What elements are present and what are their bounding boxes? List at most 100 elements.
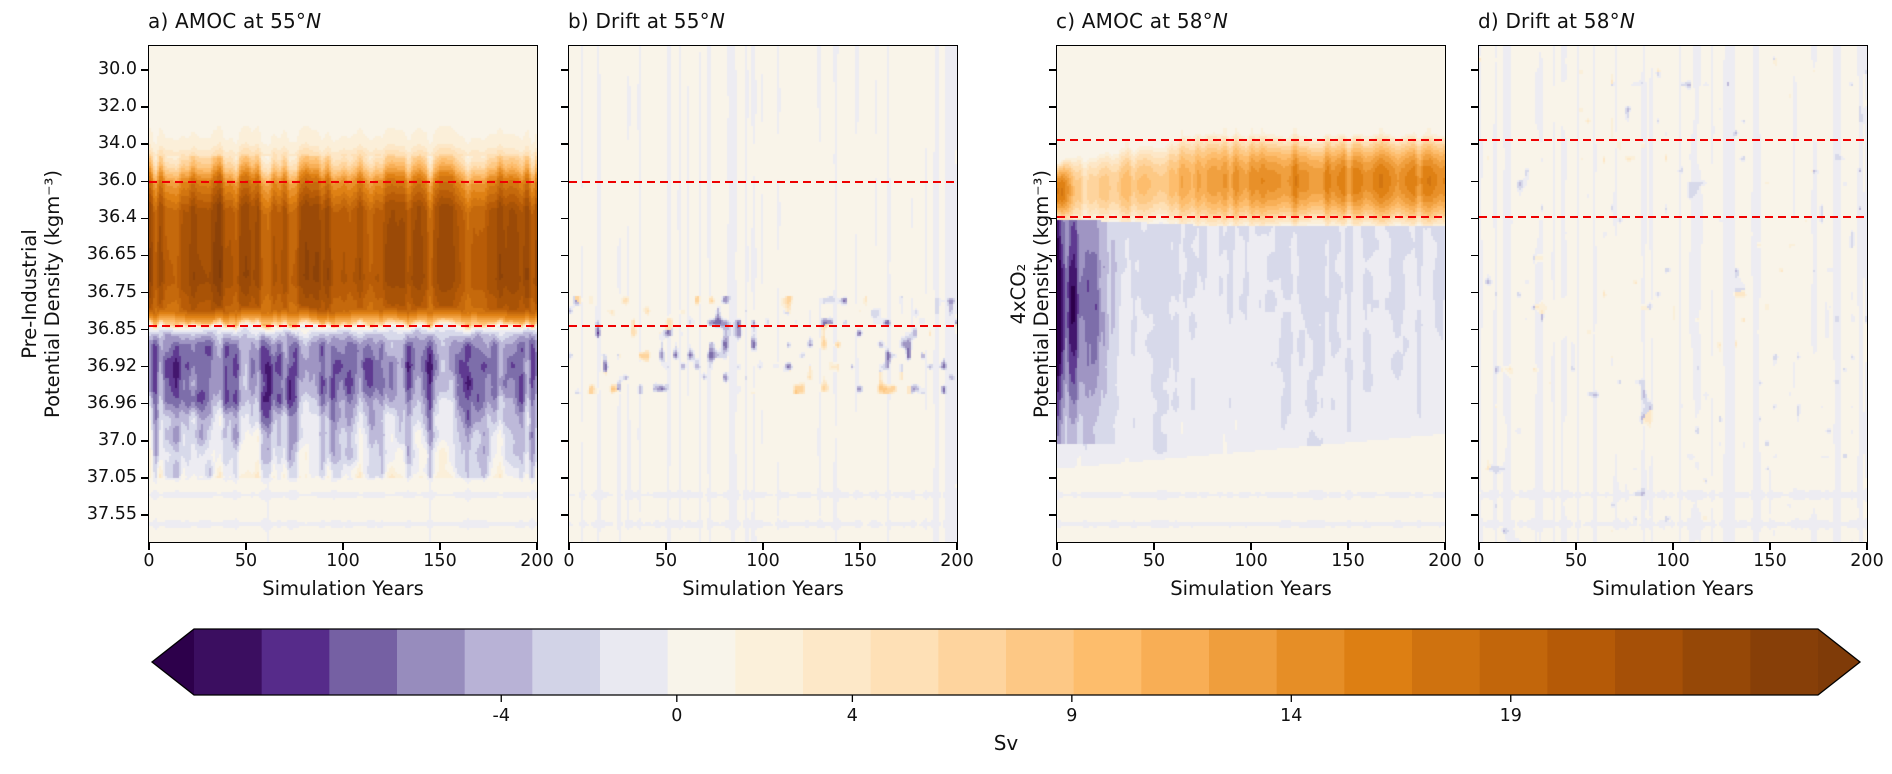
y-tick	[141, 403, 148, 405]
panel-b-drift-55n	[568, 45, 958, 543]
colorbar-label: Sv	[993, 731, 1019, 755]
y-tick-label: 37.0	[98, 429, 137, 450]
y-tick	[561, 180, 568, 182]
x-tick-label: 150	[1331, 551, 1365, 571]
y-tick	[1471, 69, 1478, 71]
y-tick	[141, 514, 148, 516]
x-tick	[1478, 543, 1480, 550]
panel-a-contour-field	[149, 46, 537, 542]
x-tick-label: 50	[1564, 551, 1588, 571]
y-tick	[561, 514, 568, 516]
colorbar-segment	[397, 629, 466, 695]
colorbar-segment	[1615, 629, 1684, 695]
y-axis-label-line: 4xCO₂	[1007, 263, 1030, 325]
x-tick	[1672, 543, 1674, 550]
y-tick	[561, 254, 568, 257]
y-tick	[1049, 440, 1056, 442]
y-tick-label: 32.0	[98, 96, 137, 116]
y-tick	[1471, 254, 1478, 257]
x-tick-label: 0	[563, 551, 575, 571]
x-tick-label: 100	[746, 551, 780, 571]
y-tick	[561, 366, 568, 368]
colorbar-segment	[1750, 629, 1819, 695]
colorbar-outline	[150, 628, 1862, 696]
x-tick-label: 50	[234, 551, 258, 571]
x-tick-label: 0	[1473, 551, 1485, 571]
y-tick-label: 36.65	[86, 244, 137, 265]
x-tick	[762, 543, 764, 550]
y-tick	[1471, 180, 1478, 182]
y-tick	[1049, 180, 1056, 182]
x-tick-label: 200	[1850, 551, 1884, 571]
x-tick-label: 0	[143, 551, 155, 571]
y-tick	[141, 366, 148, 368]
colorbar	[150, 628, 1862, 702]
y-tick	[1471, 217, 1478, 219]
y-axis-label-4xco2: 4xCO₂ Potential Density (kgm⁻³)	[1007, 170, 1053, 418]
colorbar-segment	[803, 629, 872, 695]
y-tick	[141, 440, 148, 442]
y-tick	[1049, 254, 1056, 257]
panel-d-drift-58n	[1478, 45, 1868, 543]
x-tick	[148, 543, 150, 550]
x-tick-label: 150	[843, 551, 877, 571]
panel-a-title: a) AMOC at 55°N	[148, 9, 321, 33]
colorbar-segment	[1141, 629, 1210, 695]
x-tick	[1575, 543, 1577, 550]
x-tick-label: 50	[654, 551, 678, 571]
colorbar-segment	[938, 629, 1007, 695]
y-tick	[1049, 106, 1056, 108]
y-tick	[141, 106, 148, 108]
x-tick	[568, 543, 570, 550]
y-tick	[141, 217, 148, 219]
y-tick	[1049, 143, 1056, 145]
colorbar-segment	[1682, 629, 1752, 695]
y-tick	[561, 217, 568, 219]
colorbar-segment	[1344, 629, 1413, 695]
y-tick	[1471, 440, 1478, 442]
x-tick	[342, 543, 344, 550]
x-tick-label: 200	[520, 551, 554, 571]
x-tick-label: 50	[1142, 551, 1166, 571]
x-axis-label: Simulation Years	[1170, 577, 1332, 600]
colorbar-tick-label: 19	[1499, 706, 1522, 726]
y-tick	[1049, 328, 1056, 331]
colorbar-segment	[329, 629, 398, 695]
y-tick	[141, 69, 148, 71]
y-tick	[1049, 69, 1056, 71]
y-tick	[1471, 366, 1478, 368]
colorbar-segment	[1547, 629, 1616, 695]
x-axis-label: Simulation Years	[1592, 577, 1754, 600]
colorbar-tick-label: -4	[492, 706, 510, 726]
panel-a-title-text: a) AMOC at 55°	[148, 9, 307, 33]
colorbar-segment	[194, 629, 263, 695]
colorbar-segment	[1479, 629, 1549, 695]
x-tick-label: 100	[326, 551, 360, 571]
colorbar-tick-label: 4	[846, 706, 858, 726]
panel-b-title-text: b) Drift at 55°	[568, 9, 710, 33]
x-tick-label: 200	[1428, 551, 1462, 571]
colorbar-segment	[1073, 629, 1143, 695]
y-tick	[1471, 514, 1478, 516]
y-tick	[561, 106, 568, 108]
x-tick	[859, 543, 861, 550]
colorbar-segment	[1276, 629, 1346, 695]
y-tick-label: 36.85	[86, 318, 137, 339]
y-tick	[561, 403, 568, 405]
y-tick	[1471, 328, 1478, 331]
y-tick-label: 36.92	[86, 355, 137, 376]
panel-c-title-text: c) AMOC at 58°	[1056, 9, 1213, 33]
y-tick	[561, 440, 568, 442]
x-tick	[1250, 543, 1252, 550]
x-tick-label: 150	[423, 551, 457, 571]
x-tick	[1347, 543, 1349, 550]
y-tick-label: 30.0	[98, 58, 137, 79]
x-tick-label: 0	[1051, 551, 1063, 571]
colorbar-segment	[870, 629, 940, 695]
colorbar-segment	[1006, 629, 1075, 695]
panel-d-title: d) Drift at 58°N	[1478, 9, 1635, 33]
x-tick-label: 100	[1656, 551, 1690, 571]
y-tick-label: 36.96	[86, 392, 137, 413]
y-tick	[141, 180, 148, 182]
x-tick	[1866, 543, 1868, 550]
